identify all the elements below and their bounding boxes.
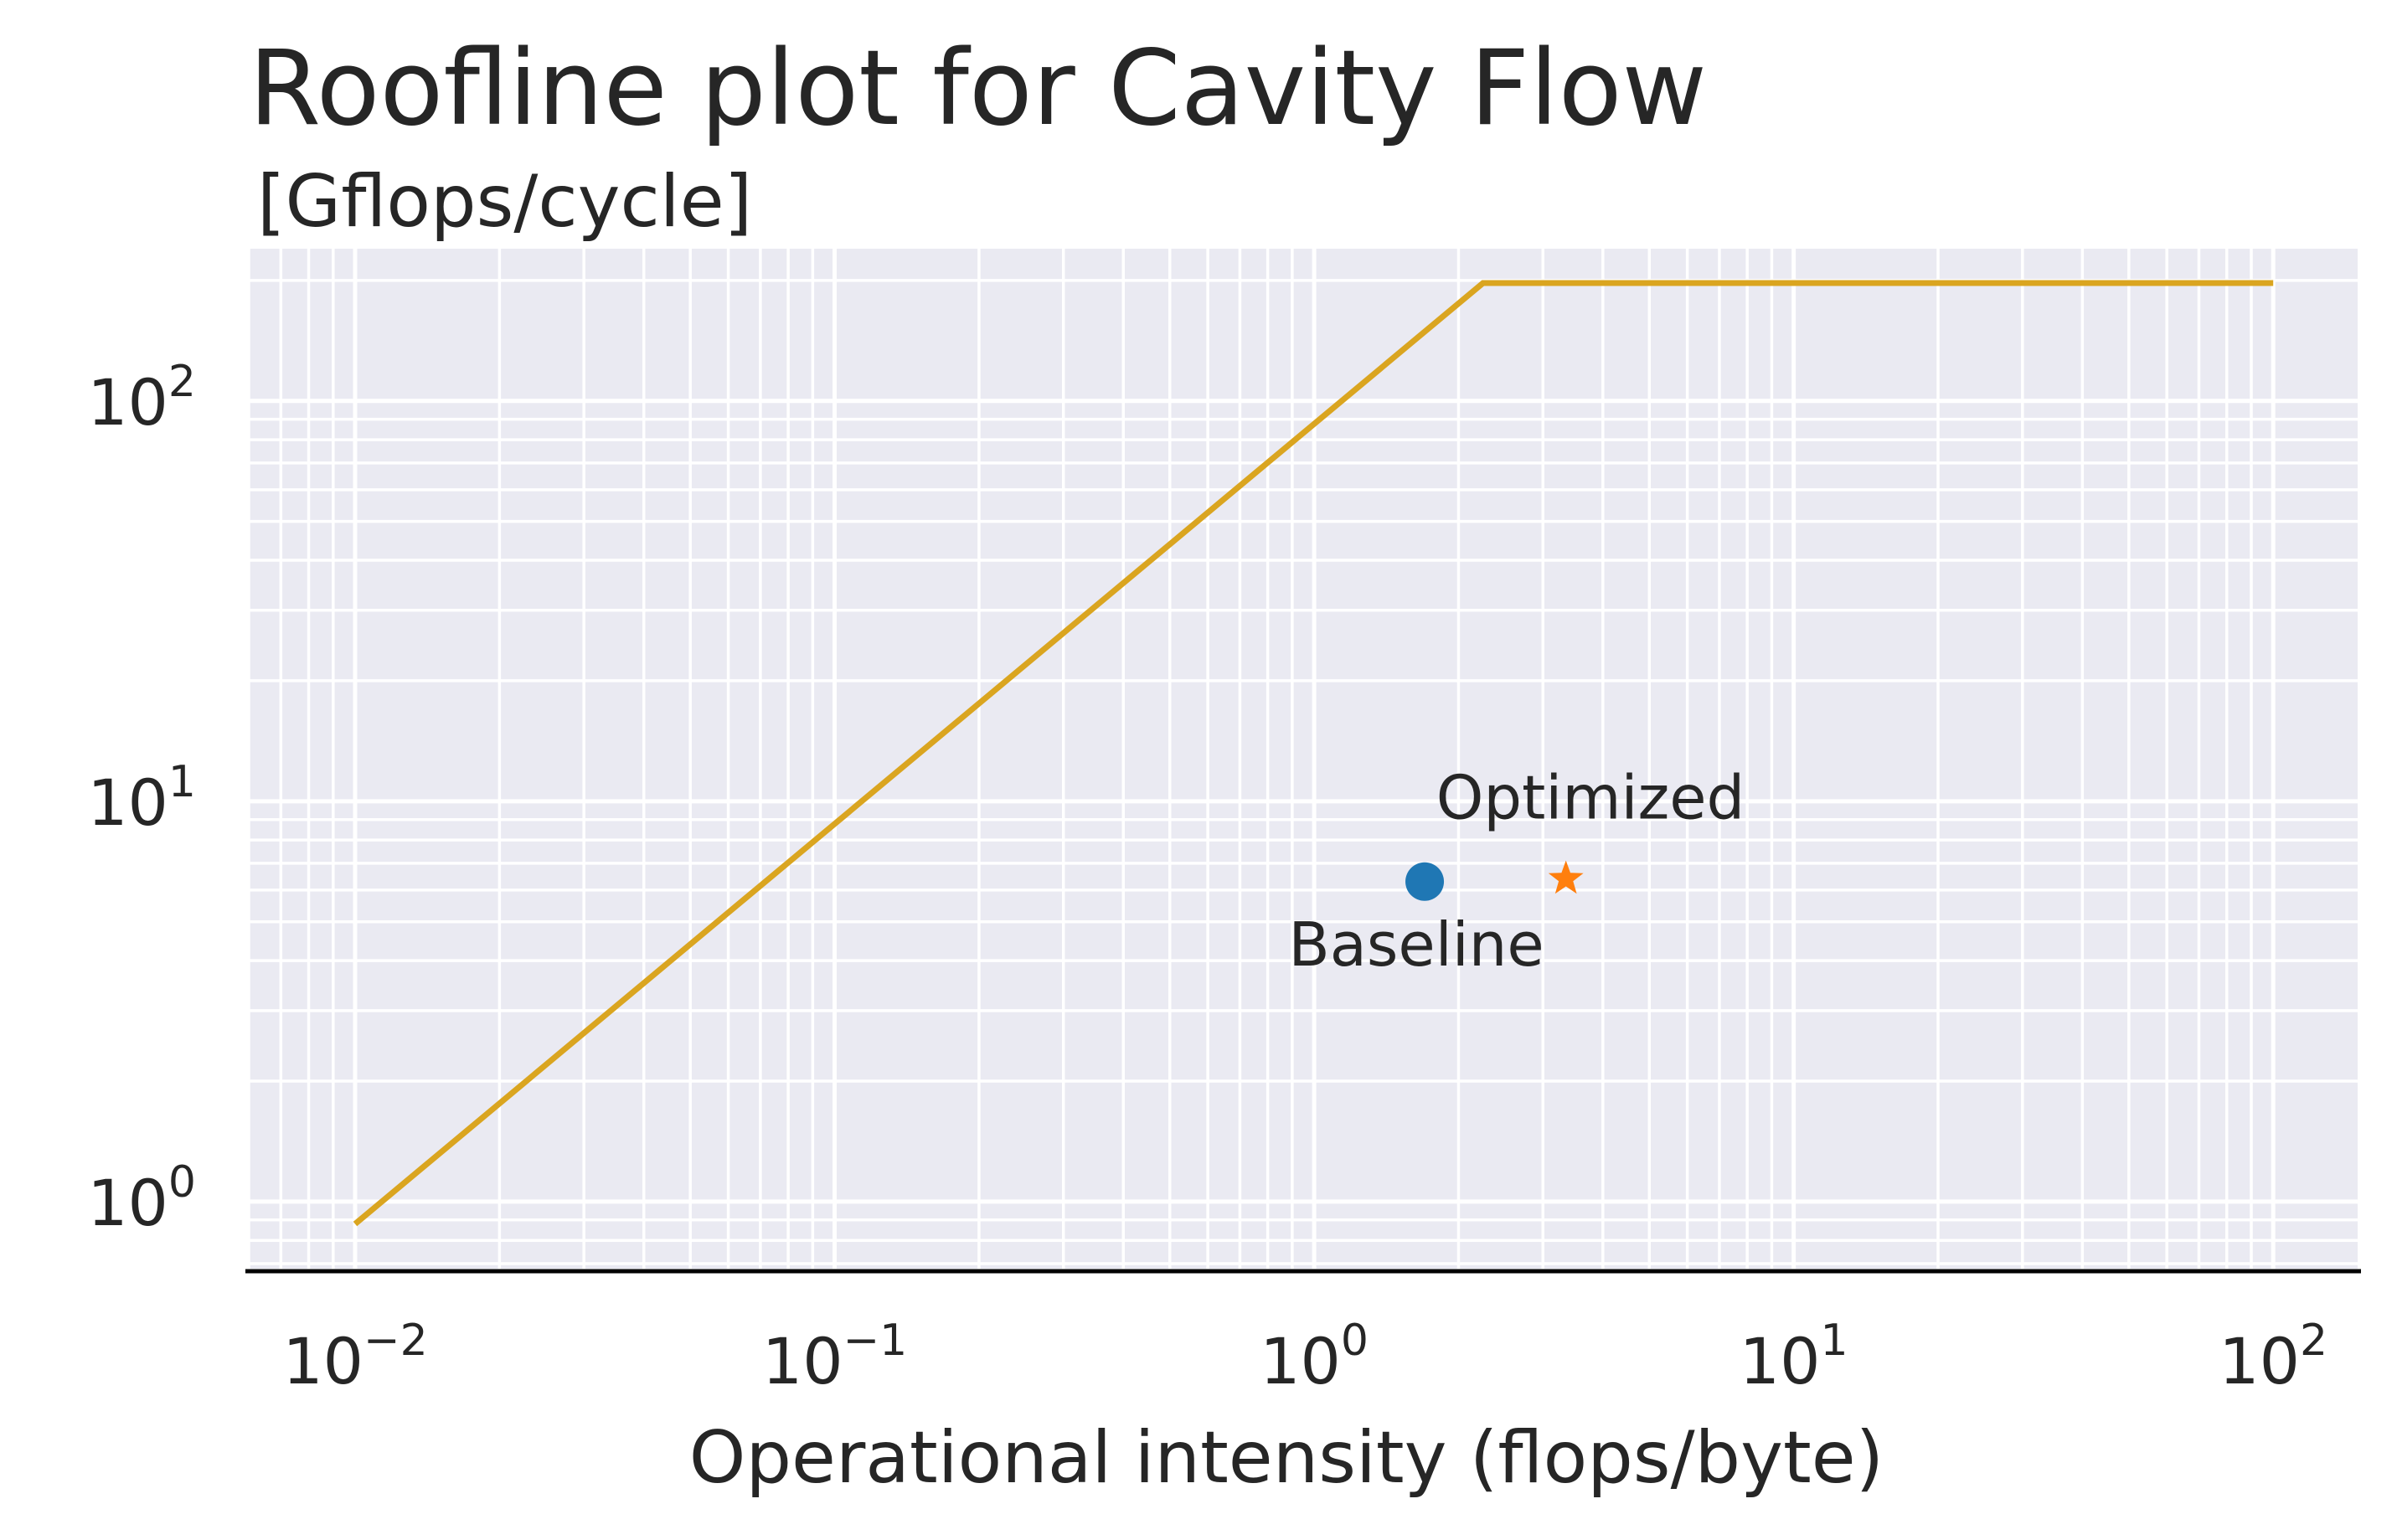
roofline-line <box>353 280 2274 1227</box>
optimized-annotation: Optimized <box>1436 763 1745 833</box>
x-axis-label: Operational intensity (flops/byte) <box>689 1416 1884 1500</box>
y-tick-label: 100 <box>87 1157 196 1240</box>
x-tick-label: 101 <box>1740 1316 1848 1398</box>
chart-title: Roofline plot for Cavity Flow <box>249 28 1707 149</box>
x-tick-label: 10−2 <box>282 1316 427 1398</box>
y-tick-labels: 100 101 102 <box>87 357 196 1240</box>
baseline-annotation: Baseline <box>1288 909 1544 980</box>
y-tick-label: 102 <box>87 357 196 440</box>
x-tick-labels: 10−2 10−1 100 101 102 <box>282 1316 2327 1398</box>
baseline-marker <box>1405 862 1445 901</box>
x-tick-label: 102 <box>2219 1316 2327 1398</box>
minor-gridlines <box>247 249 2358 1269</box>
x-tick-label: 100 <box>1260 1316 1369 1398</box>
series-layer: Baseline Optimized <box>353 280 2274 1227</box>
major-gridlines <box>249 249 2358 1269</box>
optimized-marker <box>1548 860 1584 894</box>
chart-subtitle: [Gflops/cycle] <box>257 160 752 244</box>
x-tick-label: 10−1 <box>762 1316 907 1398</box>
y-tick-label: 101 <box>87 757 196 840</box>
